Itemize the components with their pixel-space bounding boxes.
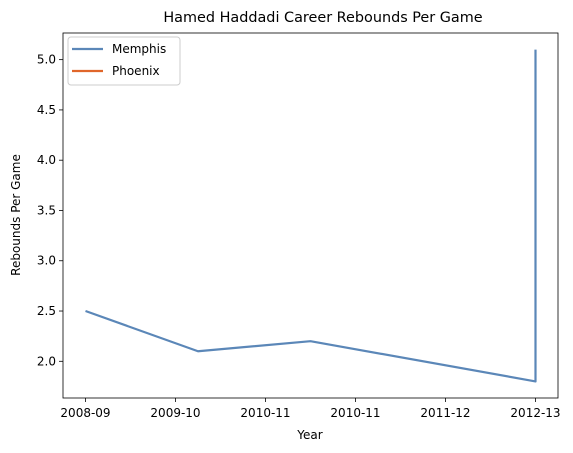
y-tick-label: 3.5 xyxy=(37,203,56,217)
y-axis: 2.0 2.5 3.0 3.5 4.0 4.5 5.0 xyxy=(37,53,63,369)
y-tick-label: 2.0 xyxy=(37,354,56,368)
y-tick-label: 4.5 xyxy=(37,103,56,117)
y-tick-label: 4.0 xyxy=(37,153,56,167)
y-tick-label: 3.0 xyxy=(37,254,56,268)
x-tick-label: 2010-11 xyxy=(240,406,290,420)
x-tick-label: 2009-10 xyxy=(150,406,200,420)
plot-lines xyxy=(86,50,536,382)
legend-label-phoenix: Phoenix xyxy=(112,64,160,78)
x-tick-label: 2008-09 xyxy=(60,406,110,420)
y-tick-label: 2.5 xyxy=(37,304,56,318)
x-tick-label: 2012-13 xyxy=(510,406,560,420)
legend-label-memphis: Memphis xyxy=(112,42,166,56)
legend: Memphis Phoenix xyxy=(68,37,180,85)
y-axis-label: Rebounds Per Game xyxy=(9,154,23,276)
x-tick-label: 2010-11 xyxy=(330,406,380,420)
x-tick-label: 2011-12 xyxy=(420,406,470,420)
x-axis: 2008-09 2009-10 2010-11 2010-11 2011-12 2012-… xyxy=(60,398,560,420)
y-tick-label: 5.0 xyxy=(37,53,56,67)
series-line-memphis xyxy=(86,50,536,382)
x-axis-label: Year xyxy=(296,428,322,442)
plot-frame xyxy=(63,33,558,398)
chart-title: Hamed Haddadi Career Rebounds Per Game xyxy=(163,10,482,26)
